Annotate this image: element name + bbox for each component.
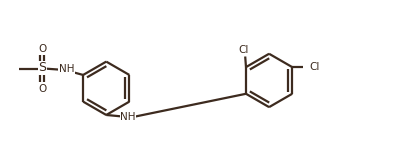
Text: O: O: [38, 84, 46, 94]
Text: O: O: [38, 44, 46, 54]
Text: S: S: [39, 61, 46, 74]
Text: NH: NH: [59, 64, 74, 74]
Text: Cl: Cl: [309, 62, 320, 72]
Text: Cl: Cl: [239, 45, 249, 55]
Text: NH: NH: [120, 112, 136, 122]
